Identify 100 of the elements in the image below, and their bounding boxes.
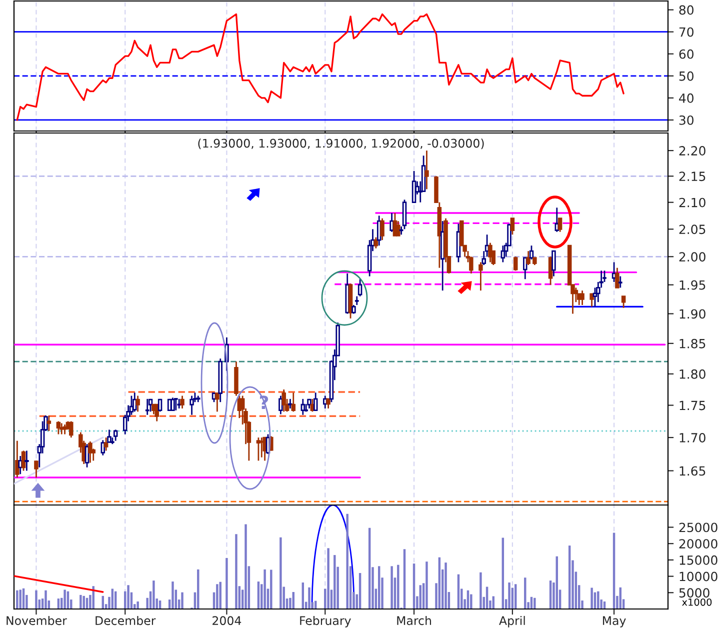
bar bbox=[270, 570, 272, 609]
candlestick bbox=[510, 218, 515, 236]
candlestick bbox=[278, 395, 283, 415]
y-tick-label: 2.20 bbox=[679, 146, 706, 156]
candlestick bbox=[144, 398, 150, 416]
y-tick-label: 60 bbox=[679, 49, 694, 59]
candlestick bbox=[288, 398, 292, 410]
bar bbox=[172, 582, 174, 609]
candlestick bbox=[590, 292, 594, 308]
candlestick bbox=[46, 414, 52, 432]
bar bbox=[444, 562, 447, 609]
x-tick-label: December bbox=[96, 616, 156, 626]
candlestick bbox=[21, 450, 26, 472]
candlestick bbox=[34, 460, 38, 478]
bar bbox=[244, 524, 247, 609]
y-tick-label: 1.80 bbox=[680, 369, 706, 379]
candlestick bbox=[558, 218, 562, 233]
candlestick bbox=[256, 436, 261, 462]
bar bbox=[597, 591, 600, 609]
bar bbox=[219, 582, 222, 609]
bar bbox=[152, 580, 155, 609]
y-tick-label: 50 bbox=[679, 71, 694, 81]
bar bbox=[136, 601, 139, 609]
candlestick bbox=[190, 395, 194, 416]
y-tick-label: 10000 bbox=[680, 572, 718, 582]
bar bbox=[397, 564, 400, 609]
text: x1000 bbox=[682, 598, 712, 606]
candlestick bbox=[615, 267, 620, 288]
bar bbox=[346, 514, 348, 609]
candlestick bbox=[412, 170, 416, 204]
candlestick bbox=[15, 440, 20, 478]
bar bbox=[327, 548, 330, 609]
candlestick bbox=[618, 276, 624, 288]
y-tick-label: 20000 bbox=[679, 539, 718, 549]
candlestick bbox=[396, 220, 400, 236]
candlestick bbox=[529, 244, 534, 260]
candlestick bbox=[170, 396, 175, 412]
candlestick bbox=[215, 392, 220, 412]
y-tick-label: 15000 bbox=[680, 555, 718, 565]
y-tick-label: 1.65 bbox=[680, 466, 706, 476]
candlestick bbox=[402, 199, 407, 230]
candlestick bbox=[500, 244, 506, 263]
bar bbox=[82, 596, 85, 609]
bar bbox=[19, 590, 22, 609]
candlestick bbox=[621, 296, 626, 309]
y-tick-label: 1.85 bbox=[680, 338, 706, 348]
y-tick-label: 5000 bbox=[679, 588, 710, 598]
y-tick-label: 1.75 bbox=[680, 400, 706, 410]
candlestick bbox=[580, 290, 584, 306]
candlestick bbox=[24, 450, 29, 472]
candlestick bbox=[513, 256, 518, 272]
candlestick bbox=[326, 398, 330, 410]
candlestick bbox=[358, 278, 362, 297]
bar bbox=[127, 585, 130, 609]
y-tick-label: 80 bbox=[679, 5, 694, 15]
candlestick bbox=[104, 436, 108, 452]
y-tick-label: 1.90 bbox=[680, 309, 706, 319]
candlestick bbox=[69, 420, 74, 438]
bar bbox=[235, 534, 238, 609]
bar bbox=[64, 590, 66, 609]
candlestick bbox=[300, 398, 306, 416]
candlestick bbox=[380, 218, 384, 241]
y-tick-label: 2.05 bbox=[679, 224, 706, 234]
x-tick-label: April bbox=[499, 616, 525, 628]
bar bbox=[264, 569, 266, 609]
line-series bbox=[16, 13, 624, 121]
y-tick-label: 1.95 bbox=[680, 280, 706, 290]
y-tick-label: 2.10 bbox=[679, 198, 706, 208]
bar bbox=[502, 538, 504, 609]
bar bbox=[480, 572, 482, 609]
x-tick-label: February bbox=[300, 616, 351, 628]
candlestick bbox=[374, 236, 378, 250]
candlestick bbox=[154, 404, 159, 422]
candlestick bbox=[313, 392, 318, 412]
candlestick bbox=[148, 398, 153, 412]
candlestick bbox=[180, 395, 184, 410]
bar bbox=[16, 590, 18, 609]
bar bbox=[534, 598, 536, 609]
bar bbox=[35, 590, 38, 609]
bar bbox=[470, 594, 472, 609]
candlestick bbox=[158, 398, 162, 412]
candlestick bbox=[56, 420, 61, 435]
bar bbox=[181, 592, 184, 609]
bar bbox=[508, 582, 510, 609]
candlestick bbox=[173, 398, 179, 412]
bar bbox=[334, 555, 336, 609]
y-tick-label: 25000 bbox=[679, 522, 718, 532]
y-tick-label: 1.70 bbox=[680, 433, 706, 442]
x-tick-label: May bbox=[602, 616, 626, 628]
y-tick-label: 40 bbox=[679, 93, 694, 103]
bar bbox=[44, 590, 47, 609]
candlestick bbox=[88, 440, 92, 464]
candlestick bbox=[113, 429, 118, 442]
bar bbox=[308, 587, 310, 609]
candlestick bbox=[478, 262, 483, 292]
candlestick bbox=[282, 388, 286, 412]
candlestick bbox=[291, 392, 296, 412]
y-tick-label: 2.00 bbox=[679, 252, 706, 262]
bar bbox=[426, 562, 428, 609]
candlestick bbox=[552, 250, 556, 277]
